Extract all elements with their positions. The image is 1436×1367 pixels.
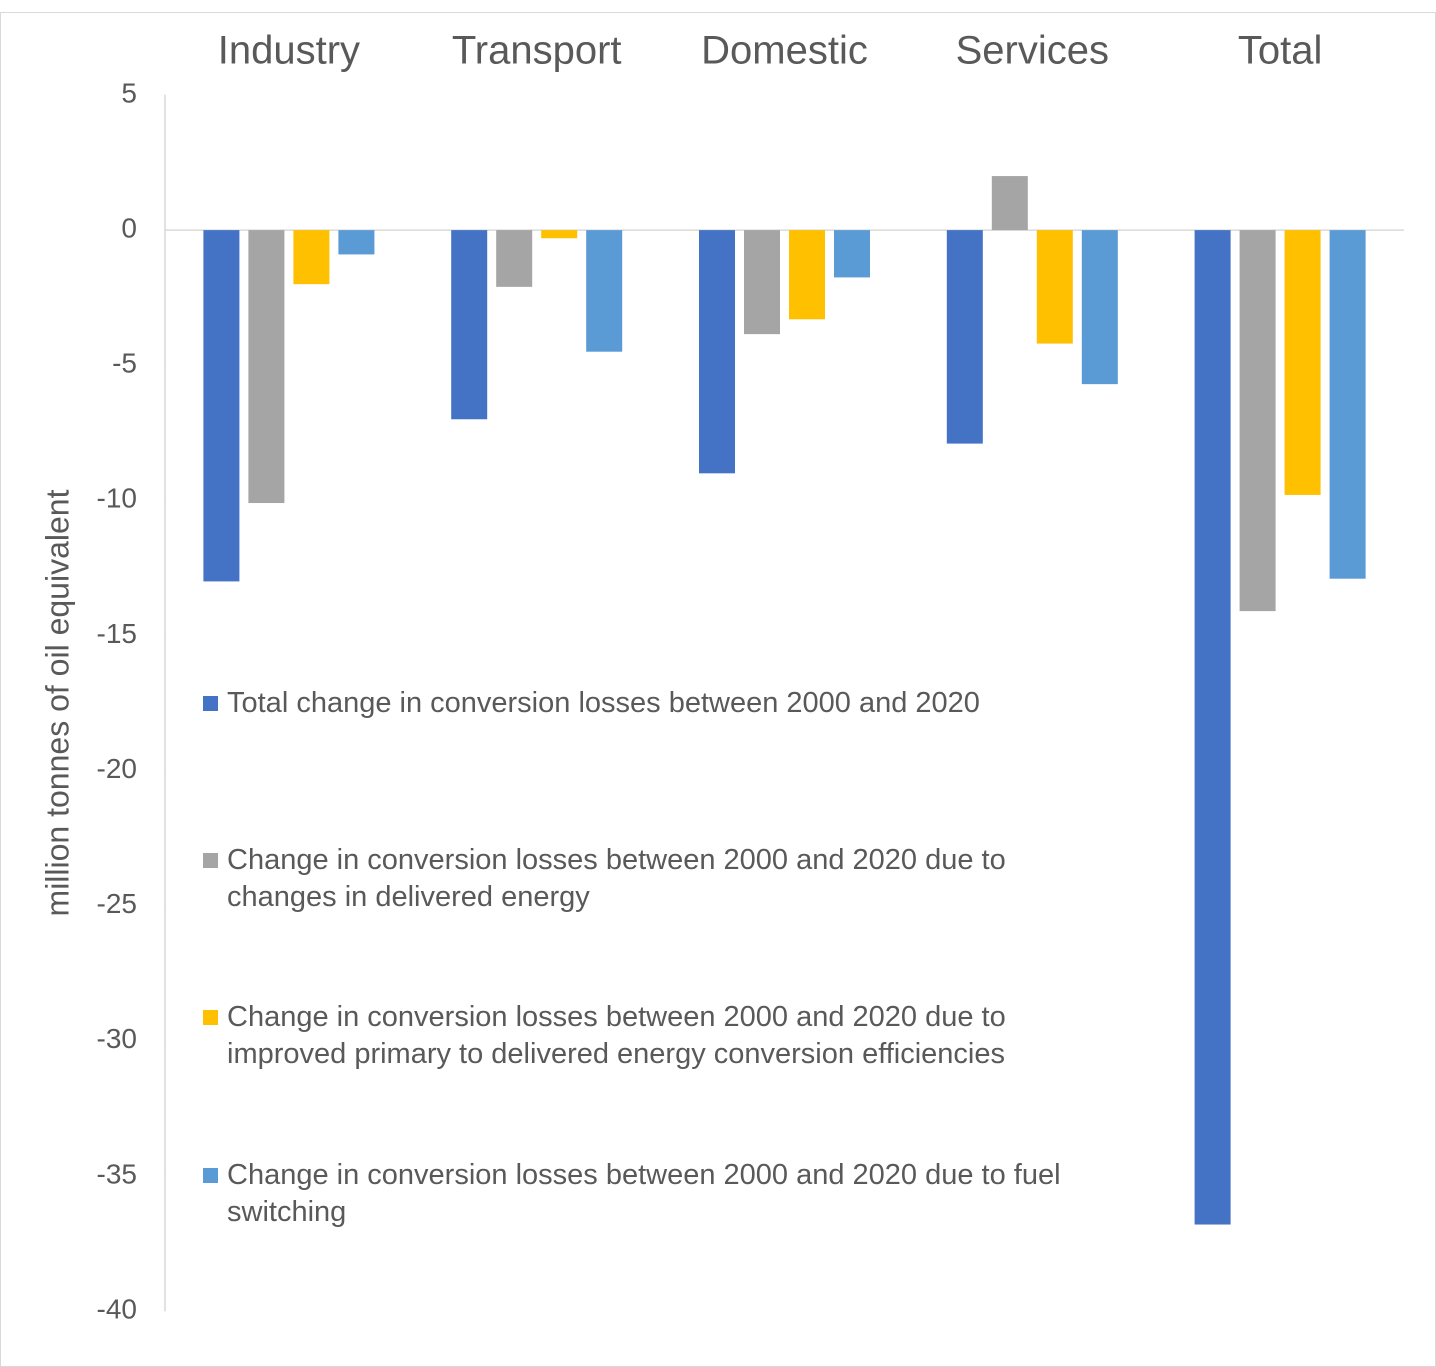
- legend-swatch: [203, 1168, 218, 1183]
- bar: [1284, 230, 1321, 495]
- bar: [789, 230, 825, 320]
- y-tick-label: -40: [97, 1293, 137, 1324]
- y-tick-label: -25: [97, 888, 137, 919]
- y-tick-label: -10: [97, 483, 137, 514]
- x-category-label: Domestic: [701, 29, 868, 73]
- legend-label: Change in conversion losses between 2000…: [227, 844, 1006, 913]
- y-tick-label: -5: [112, 348, 137, 379]
- legend-entry: Change in conversion losses between 2000…: [203, 1157, 1103, 1231]
- bar: [496, 230, 533, 287]
- bar: [586, 230, 623, 352]
- legend-swatch: [203, 853, 218, 868]
- bar: [699, 230, 735, 474]
- legend-swatch: [203, 696, 218, 711]
- legend-entry: Change in conversion losses between 2000…: [203, 999, 1103, 1073]
- y-tick-label: 5: [121, 77, 137, 108]
- bar: [834, 230, 870, 278]
- bar: [451, 230, 488, 420]
- x-category-label: Total: [1238, 29, 1323, 73]
- bar: [1081, 230, 1118, 385]
- x-category-label: Industry: [218, 29, 360, 73]
- bar: [248, 230, 285, 504]
- bar: [946, 230, 983, 444]
- y-tick-label: -15: [97, 618, 137, 649]
- bar: [991, 176, 1028, 231]
- y-tick-label: 0: [121, 213, 137, 244]
- legend-entry: Total change in conversion losses betwee…: [203, 685, 1103, 722]
- bar: [293, 230, 330, 285]
- bar: [744, 230, 780, 335]
- x-category-label: Transport: [452, 29, 622, 73]
- legend-label: Change in conversion losses between 2000…: [227, 1001, 1006, 1070]
- bar: [1239, 230, 1276, 612]
- legend-swatch: [203, 1010, 218, 1025]
- legend-entry: Change in conversion losses between 2000…: [203, 842, 1103, 916]
- legend-label: Total change in conversion losses betwee…: [227, 687, 980, 719]
- bar: [203, 230, 240, 582]
- bar: [1036, 230, 1073, 344]
- bar: [1329, 230, 1366, 579]
- bar: [541, 230, 578, 239]
- bar: [338, 230, 375, 255]
- y-tick-label: -30: [97, 1023, 137, 1054]
- x-category-label: Services: [956, 29, 1109, 73]
- y-axis-title: million tonnes of oil equivalent: [39, 489, 75, 916]
- bar: [1194, 230, 1231, 1225]
- y-tick-label: -20: [97, 753, 137, 784]
- legend-label: Change in conversion losses between 2000…: [227, 1159, 1061, 1228]
- y-tick-label: -35: [97, 1158, 137, 1189]
